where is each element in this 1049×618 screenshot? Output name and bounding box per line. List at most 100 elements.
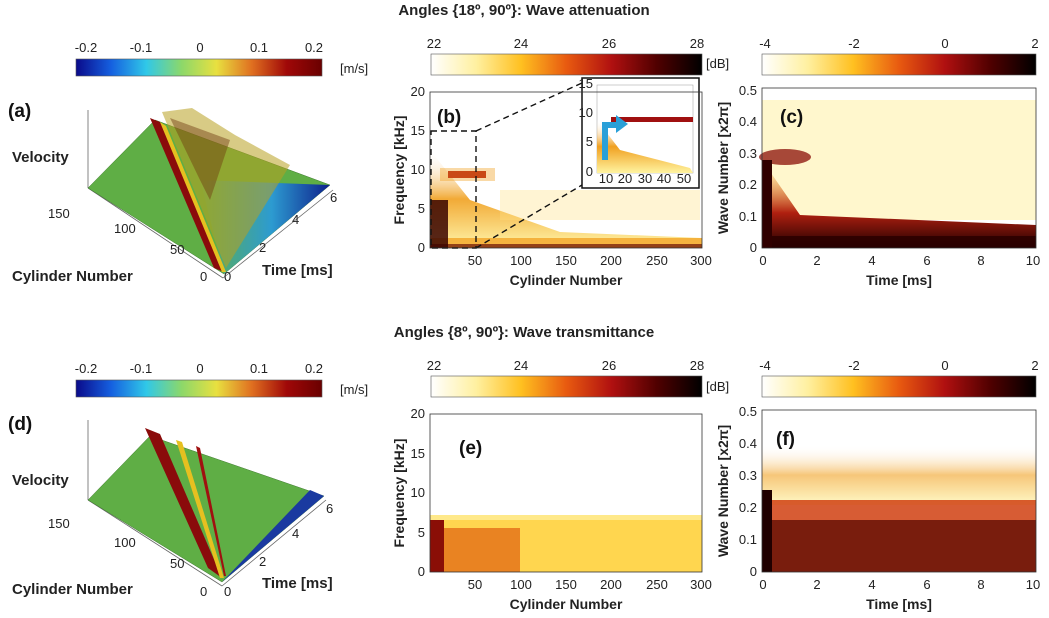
colorbar-tick: -0.1 bbox=[130, 361, 152, 376]
y-tick: 0.1 bbox=[739, 209, 757, 224]
y-ticks: 0 5 10 15 20 bbox=[411, 406, 425, 579]
x-ticks: 0 2 4 6 8 10 bbox=[759, 577, 1040, 592]
panel-label: (b) bbox=[437, 107, 461, 128]
panel-label: (c) bbox=[780, 107, 803, 128]
colorbar-unit: [m/s] bbox=[340, 382, 368, 397]
colorbar-tick: -2 bbox=[848, 36, 860, 51]
y-tick: 15 bbox=[411, 446, 425, 461]
y-tick: 150 bbox=[48, 206, 70, 221]
colorbar-tick: 0.2 bbox=[305, 361, 323, 376]
heat-fade bbox=[762, 445, 1036, 505]
y-tick: 100 bbox=[114, 535, 136, 550]
y-tick: 5 bbox=[418, 201, 425, 216]
x-tick: 250 bbox=[646, 253, 668, 268]
inset-heat bbox=[597, 120, 693, 173]
y-tick: 0.1 bbox=[739, 532, 757, 547]
y-tick: 0 bbox=[750, 240, 757, 255]
y-tick: 20 bbox=[411, 406, 425, 421]
colorbar-gradient bbox=[430, 375, 703, 398]
y-tick: 50 bbox=[170, 556, 184, 571]
heat-scatter bbox=[500, 190, 700, 220]
heat-lower-band bbox=[762, 160, 1036, 248]
x-tick: 8 bbox=[977, 577, 984, 592]
inset-y-tick: 0 bbox=[586, 164, 593, 179]
zoom-connector bbox=[475, 184, 583, 249]
surface-wavefront bbox=[150, 118, 224, 272]
x-axis-label: Time [ms] bbox=[866, 596, 932, 612]
surface-wavefront bbox=[145, 428, 222, 578]
inset-y-tick: 5 bbox=[586, 134, 593, 149]
x-axis-label: Time [ms] bbox=[262, 262, 333, 279]
heat-floor bbox=[762, 236, 1036, 248]
x-ticks: 50 100 150 200 250 300 bbox=[468, 253, 712, 268]
x-axis-label: Cylinder Number bbox=[510, 272, 623, 288]
heat-bottom-dark bbox=[430, 244, 702, 248]
inset-band bbox=[611, 117, 693, 122]
y-tick: 0.4 bbox=[739, 114, 757, 129]
y-axis-label: Cylinder Number bbox=[12, 268, 133, 285]
x-tick: 0 bbox=[759, 577, 766, 592]
y-tick: 0 bbox=[200, 584, 207, 599]
x-tick: 4 bbox=[868, 577, 875, 592]
inset-y-tick: 15 bbox=[579, 76, 593, 91]
y-tick: 15 bbox=[411, 123, 425, 138]
x-tick: 4 bbox=[868, 253, 875, 268]
x-tick: 300 bbox=[690, 577, 712, 592]
surface-wavefront-3 bbox=[196, 446, 226, 576]
velocity-colorbar-bottom: -0.2 -0.1 0 0.1 0.2 [m/s] bbox=[75, 361, 368, 398]
x-tick: 250 bbox=[646, 577, 668, 592]
panel-b-heatmap: 10 20 30 40 50 0 5 10 15 (b) 50 100 150 … bbox=[391, 76, 712, 288]
y-axis-line bbox=[87, 499, 223, 587]
inset-x-tick: 20 bbox=[618, 171, 632, 186]
colorbar-tick: -0.2 bbox=[75, 361, 97, 376]
title-bottom: Angles {8º, 90º}: Wave transmittance bbox=[394, 324, 655, 341]
y-tick: 0 bbox=[750, 564, 757, 579]
colorbar-gradient bbox=[761, 53, 1037, 76]
x-axis-label: Time [ms] bbox=[262, 575, 333, 592]
colorbar-unit: [m/s] bbox=[340, 61, 368, 76]
velocity-colorbar-top: -0.2 -0.1 0 0.1 0.2 [m/s] bbox=[75, 40, 368, 77]
z-axis-label: Velocity bbox=[12, 149, 69, 166]
log-colorbar-top: -4 -2 0 2 bbox=[759, 36, 1039, 76]
y-tick: 5 bbox=[418, 525, 425, 540]
surface-noise-dark bbox=[170, 118, 230, 200]
x-tick: 8 bbox=[977, 253, 984, 268]
colorbar-tick: 0.1 bbox=[250, 361, 268, 376]
panel-label: (a) bbox=[8, 101, 31, 122]
x-tick: 4 bbox=[292, 212, 299, 227]
panel-label: (e) bbox=[459, 438, 482, 459]
colorbar-tick: 0 bbox=[196, 361, 203, 376]
colorbar-tick: -0.1 bbox=[130, 40, 152, 55]
y-tick: 20 bbox=[411, 84, 425, 99]
y-tick: 0.3 bbox=[739, 146, 757, 161]
x-tick: 10 bbox=[1026, 253, 1040, 268]
y-tick: 50 bbox=[170, 242, 184, 257]
x-tick: 0 bbox=[224, 584, 231, 599]
surface-noise bbox=[162, 108, 290, 268]
panel-d-surface: (d) Velocity 150 100 50 0 0 2 4 6 Cylind… bbox=[8, 414, 333, 599]
heat-left-dark bbox=[430, 200, 448, 248]
y-tick: 0.5 bbox=[739, 404, 757, 419]
colorbar-tick: 0 bbox=[941, 36, 948, 51]
panel-label: (d) bbox=[8, 414, 32, 435]
x-tick: 2 bbox=[813, 253, 820, 268]
x-tick: 2 bbox=[813, 577, 820, 592]
surface-wavefront-2 bbox=[176, 440, 224, 578]
log-colorbar-bottom: -4 -2 0 2 bbox=[759, 358, 1039, 398]
colorbar-tick: 28 bbox=[690, 358, 704, 373]
panel-f-heatmap: (f) 0 2 4 6 8 10 0 0.1 0.2 0.3 0.4 0.5 T… bbox=[715, 404, 1040, 612]
y-axis-label: Frequency [kHz] bbox=[391, 116, 407, 225]
colorbar-tick: 24 bbox=[514, 36, 528, 51]
y-axis-line bbox=[87, 187, 224, 279]
colorbar-tick: -4 bbox=[759, 358, 771, 373]
surface-wavefront-edge bbox=[160, 122, 226, 272]
colorbar-tick: 0 bbox=[196, 40, 203, 55]
x-tick: 50 bbox=[468, 577, 482, 592]
heat-band-edge bbox=[430, 515, 702, 520]
x-tick: 6 bbox=[330, 190, 337, 205]
colorbar-tick: -2 bbox=[848, 358, 860, 373]
db-colorbar-bottom: 22 24 26 28 [dB] bbox=[427, 358, 729, 398]
title-top: Angles {18º, 90º}: Wave attenuation bbox=[398, 2, 649, 19]
colorbar-gradient bbox=[761, 375, 1037, 398]
colorbar-tick: 22 bbox=[427, 36, 441, 51]
